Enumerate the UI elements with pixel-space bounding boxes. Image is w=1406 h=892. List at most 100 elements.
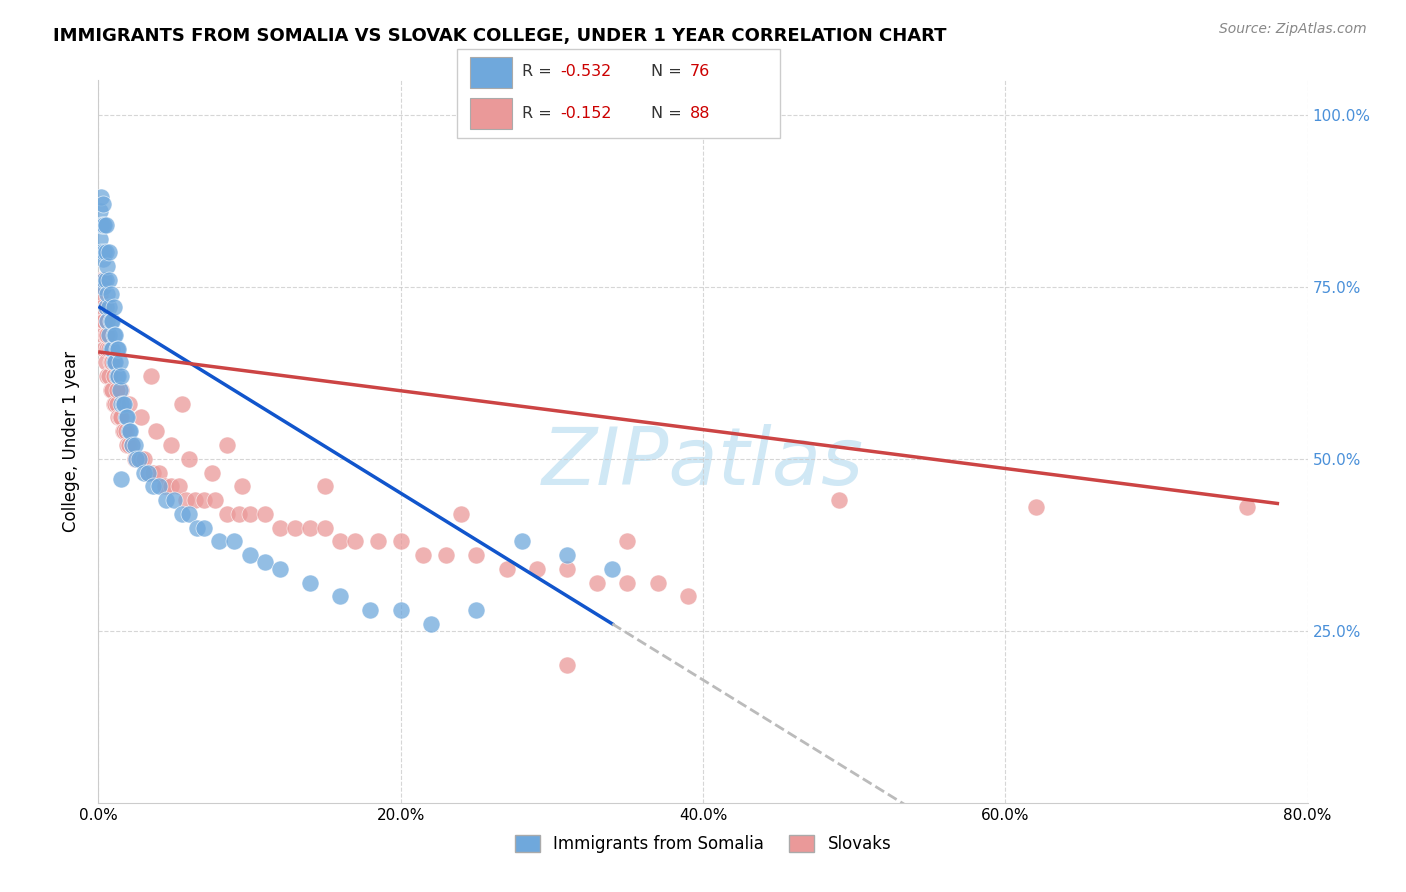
Point <box>170 397 193 411</box>
Point <box>98 342 121 356</box>
Point <box>91 252 114 267</box>
Point <box>108 410 131 425</box>
Point <box>94 301 117 315</box>
Point <box>93 245 115 260</box>
Point <box>153 479 176 493</box>
Point <box>160 479 183 493</box>
Point <box>101 314 124 328</box>
Text: -0.532: -0.532 <box>561 64 612 79</box>
Point <box>96 369 118 384</box>
Point <box>284 520 307 534</box>
Point <box>103 369 125 384</box>
Point <box>128 451 150 466</box>
Point <box>114 424 136 438</box>
FancyBboxPatch shape <box>470 57 512 88</box>
Point <box>127 451 149 466</box>
Point <box>94 327 117 342</box>
Point <box>184 493 207 508</box>
Point <box>676 590 699 604</box>
Point <box>412 548 434 562</box>
Point <box>142 479 165 493</box>
Point <box>124 438 146 452</box>
Point <box>108 383 131 397</box>
Point <box>96 327 118 342</box>
Text: IMMIGRANTS FROM SOMALIA VS SLOVAK COLLEGE, UNDER 1 YEAR CORRELATION CHART: IMMIGRANTS FROM SOMALIA VS SLOVAK COLLEG… <box>53 27 946 45</box>
Point <box>1236 500 1258 514</box>
Point <box>269 562 291 576</box>
Point <box>89 231 111 245</box>
Point <box>132 451 155 466</box>
Y-axis label: College, Under 1 year: College, Under 1 year <box>62 351 80 533</box>
Point <box>269 520 291 534</box>
Point <box>96 342 118 356</box>
Text: Source: ZipAtlas.com: Source: ZipAtlas.com <box>1219 22 1367 37</box>
Point <box>101 383 124 397</box>
Point <box>111 397 134 411</box>
Point <box>586 575 609 590</box>
FancyBboxPatch shape <box>457 49 780 138</box>
Point <box>495 562 517 576</box>
Legend: Immigrants from Somalia, Slovaks: Immigrants from Somalia, Slovaks <box>508 828 898 860</box>
Point <box>101 342 124 356</box>
Point <box>100 314 122 328</box>
Point <box>174 493 197 508</box>
Point <box>132 466 155 480</box>
Point <box>170 507 193 521</box>
Point <box>110 472 132 486</box>
Point <box>98 301 121 315</box>
Point <box>602 562 624 576</box>
Point <box>98 245 121 260</box>
Point <box>420 616 443 631</box>
Text: R =: R = <box>522 64 557 79</box>
Point <box>167 479 190 493</box>
Point <box>239 507 262 521</box>
Point <box>329 590 352 604</box>
Point <box>465 548 488 562</box>
Point <box>124 451 146 466</box>
Point <box>110 410 132 425</box>
Point <box>103 327 125 342</box>
Point <box>121 438 143 452</box>
Point <box>104 327 127 342</box>
Point <box>105 369 128 384</box>
Point <box>434 548 457 562</box>
Point <box>93 342 115 356</box>
Point <box>103 397 125 411</box>
Point <box>107 369 129 384</box>
Point <box>148 466 170 480</box>
Point <box>91 218 114 232</box>
Point <box>208 534 231 549</box>
Point <box>107 342 129 356</box>
Point <box>155 493 177 508</box>
Point <box>129 451 152 466</box>
Text: -0.152: -0.152 <box>561 106 612 120</box>
Point <box>105 383 128 397</box>
Point <box>136 466 159 480</box>
Point <box>555 658 578 673</box>
Point <box>828 493 851 508</box>
Point <box>224 534 246 549</box>
Point <box>112 397 135 411</box>
Point <box>98 273 121 287</box>
Point <box>118 438 141 452</box>
Point <box>94 218 117 232</box>
Point <box>101 355 124 369</box>
Point <box>96 314 118 328</box>
Point <box>555 548 578 562</box>
Point <box>450 507 472 521</box>
Point <box>253 555 276 569</box>
Point <box>148 479 170 493</box>
Point <box>91 273 114 287</box>
Point <box>344 534 367 549</box>
Point <box>94 273 117 287</box>
Point <box>389 534 412 549</box>
Point <box>118 424 141 438</box>
Text: 76: 76 <box>690 64 710 79</box>
Point <box>98 327 121 342</box>
Point <box>179 451 201 466</box>
Point <box>112 424 135 438</box>
Point <box>100 286 122 301</box>
Point <box>555 562 578 576</box>
Point <box>90 190 112 204</box>
Point <box>121 438 143 452</box>
